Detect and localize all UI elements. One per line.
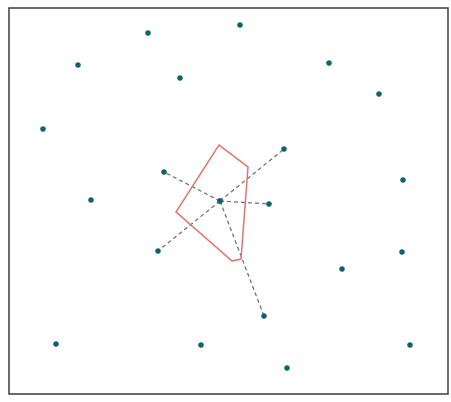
site-point [53, 341, 59, 347]
neighbor-edge [157, 200, 221, 252]
site-point [145, 30, 151, 36]
site-point [376, 91, 382, 97]
center-site-point [217, 198, 223, 204]
site-point [237, 22, 243, 28]
site-point [326, 60, 332, 66]
site-point [155, 248, 161, 254]
site-point [281, 146, 287, 152]
site-point [399, 249, 405, 255]
site-point [284, 365, 290, 371]
voronoi-cell [175, 143, 249, 262]
site-point [161, 169, 167, 175]
site-point [400, 177, 406, 183]
site-points [40, 22, 413, 371]
neighbor-edge [219, 200, 270, 205]
site-point [339, 266, 345, 272]
site-point [177, 75, 183, 81]
site-point [261, 313, 267, 319]
site-point [266, 201, 272, 207]
site-point [75, 62, 81, 68]
site-point [88, 197, 94, 203]
site-point [40, 126, 46, 132]
site-point [407, 342, 413, 348]
site-point [198, 342, 204, 348]
cell-polygon [175, 143, 249, 262]
